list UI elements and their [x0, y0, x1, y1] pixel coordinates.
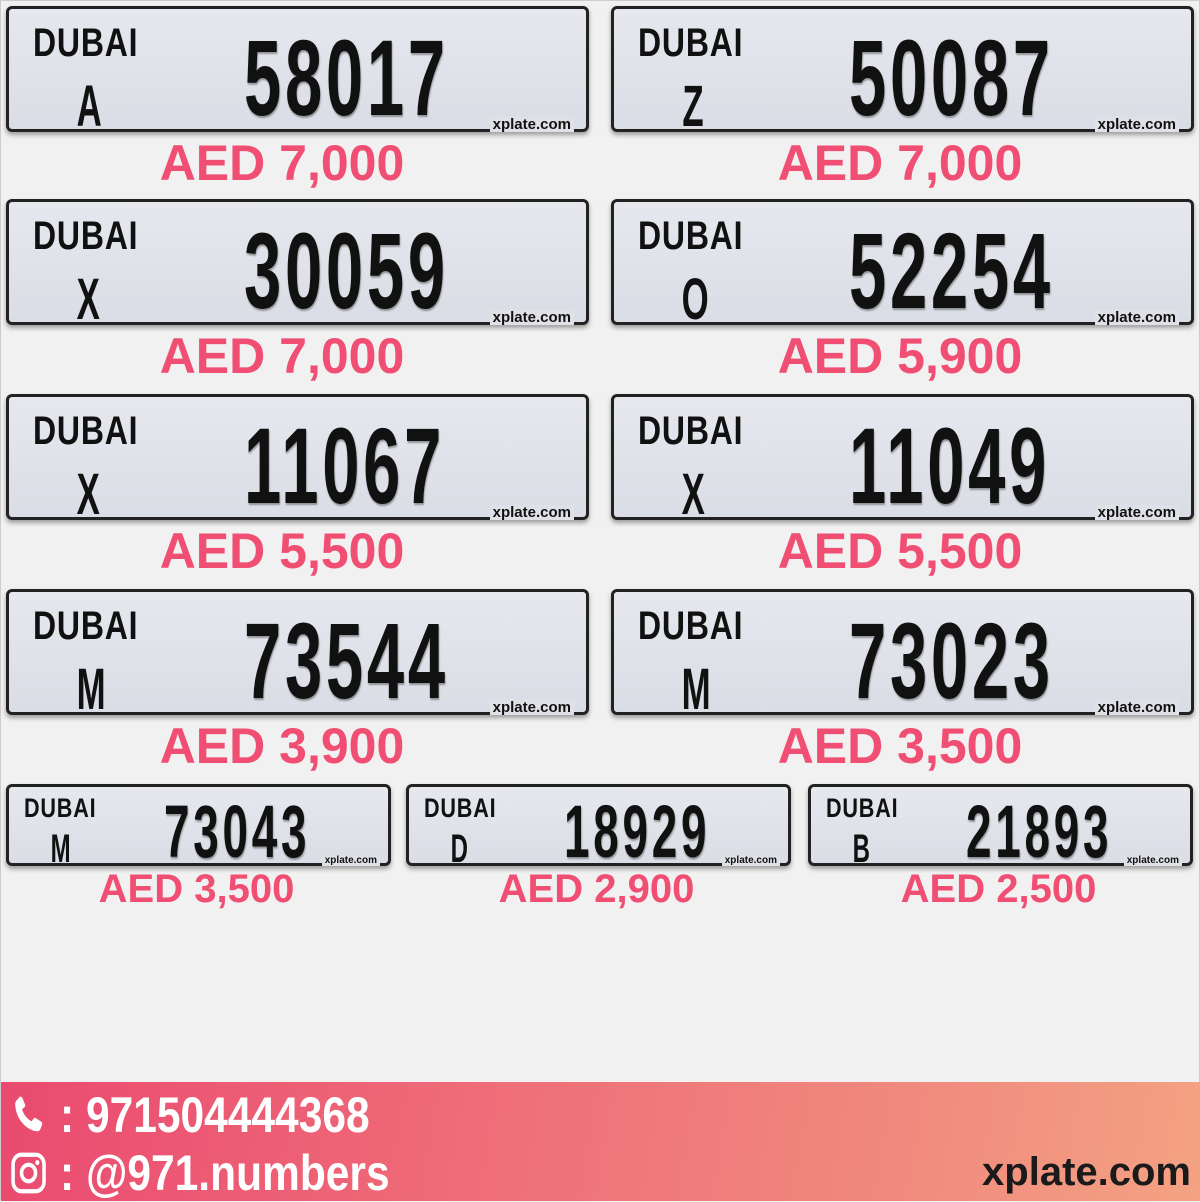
plate-watermark: xplate.com [489, 310, 574, 325]
plate-code: M [681, 657, 711, 722]
license-plate[interactable]: DUBAI X 11067 xplate.com [6, 394, 589, 527]
license-plate[interactable]: DUBAI O 52254 xplate.com [611, 199, 1194, 332]
license-plate[interactable]: DUBAI B 21893 xplate.com [808, 784, 1193, 873]
plate-price: AED 2,900 [498, 867, 695, 911]
plate-price: AED 7,000 [777, 135, 1023, 191]
plate-price: AED 3,900 [159, 718, 405, 774]
plate-code: D [450, 827, 468, 871]
plate-number: 73023 [849, 600, 1054, 721]
emirate-logo: DUBAI [638, 604, 744, 648]
plate-price: AED 7,000 [159, 135, 405, 191]
plate-watermark: xplate.com [489, 700, 574, 715]
plate-watermark: xplate.com [721, 856, 780, 866]
plate-number: 73544 [244, 600, 449, 721]
instagram-handle[interactable]: : @971.numbers [60, 1145, 390, 1201]
plate-watermark: xplate.com [1123, 856, 1182, 866]
license-plate[interactable]: DUBAI Z 50087 xplate.com [611, 6, 1194, 139]
plate-number: 11049 [849, 405, 1051, 526]
instagram-row: : @971.numbers [9, 1144, 390, 1202]
emirate-logo: DUBAI [638, 214, 744, 258]
plate-code: O [681, 267, 709, 332]
emirate-logo: DUBAI [33, 604, 139, 648]
plate-code: X [76, 267, 100, 332]
plate-number: 21893 [966, 790, 1113, 873]
emirate-logo: DUBAI [33, 409, 139, 453]
site-name[interactable]: xplate.com [982, 1150, 1191, 1194]
plate-watermark: xplate.com [1094, 310, 1179, 325]
plate-watermark: xplate.com [489, 505, 574, 520]
plate-watermark: xplate.com [1094, 117, 1179, 132]
phone-row: : 971504444368 [9, 1086, 370, 1144]
license-plate[interactable]: DUBAI D 18929 xplate.com [406, 784, 791, 873]
plate-code: X [681, 462, 705, 527]
license-plate[interactable]: DUBAI M 73023 xplate.com [611, 589, 1194, 722]
plate-code: Z [682, 74, 704, 139]
license-plate[interactable]: DUBAI M 73043 xplate.com [6, 784, 391, 873]
license-plate[interactable]: DUBAI M 73544 xplate.com [6, 589, 589, 722]
plate-code: B [852, 827, 870, 871]
plate-watermark: xplate.com [1094, 700, 1179, 715]
plate-watermark: xplate.com [489, 117, 574, 132]
license-plate[interactable]: DUBAI X 11049 xplate.com [611, 394, 1194, 527]
plate-number: 11067 [244, 405, 446, 526]
plate-number: 30059 [244, 210, 449, 331]
phone-number[interactable]: : 971504444368 [60, 1087, 370, 1143]
plate-watermark: xplate.com [321, 856, 380, 866]
license-plate[interactable]: DUBAI X 30059 xplate.com [6, 199, 589, 332]
plate-number: 73043 [164, 790, 311, 873]
plate-price: AED 2,500 [900, 867, 1097, 911]
emirate-logo: DUBAI [33, 214, 139, 258]
plate-code: M [50, 827, 71, 871]
plate-number: 18929 [564, 790, 711, 873]
emirate-logo: DUBAI [826, 793, 899, 823]
instagram-icon [11, 1152, 46, 1194]
plate-price: AED 3,500 [98, 867, 295, 911]
license-plate[interactable]: DUBAI A 58017 xplate.com [6, 6, 589, 139]
emirate-logo: DUBAI [638, 409, 744, 453]
plate-number: 52254 [849, 210, 1054, 331]
plate-code: A [76, 74, 102, 139]
plate-code: M [76, 657, 106, 722]
plate-watermark: xplate.com [1094, 505, 1179, 520]
contact-footer: : 971504444368 : @971.numbers xplate.com [1, 1082, 1200, 1201]
emirate-logo: DUBAI [24, 793, 97, 823]
emirate-logo: DUBAI [424, 793, 497, 823]
plate-price: AED 5,500 [159, 523, 405, 579]
emirate-logo: DUBAI [33, 21, 139, 65]
emirate-logo: DUBAI [638, 21, 744, 65]
plate-number: 58017 [244, 17, 449, 138]
plate-price: AED 7,000 [159, 328, 405, 384]
plate-price: AED 5,500 [777, 523, 1023, 579]
plate-number: 50087 [849, 17, 1054, 138]
plate-code: X [76, 462, 100, 527]
plate-price: AED 5,900 [777, 328, 1023, 384]
plate-price: AED 3,500 [777, 718, 1023, 774]
phone-icon [15, 1096, 43, 1132]
